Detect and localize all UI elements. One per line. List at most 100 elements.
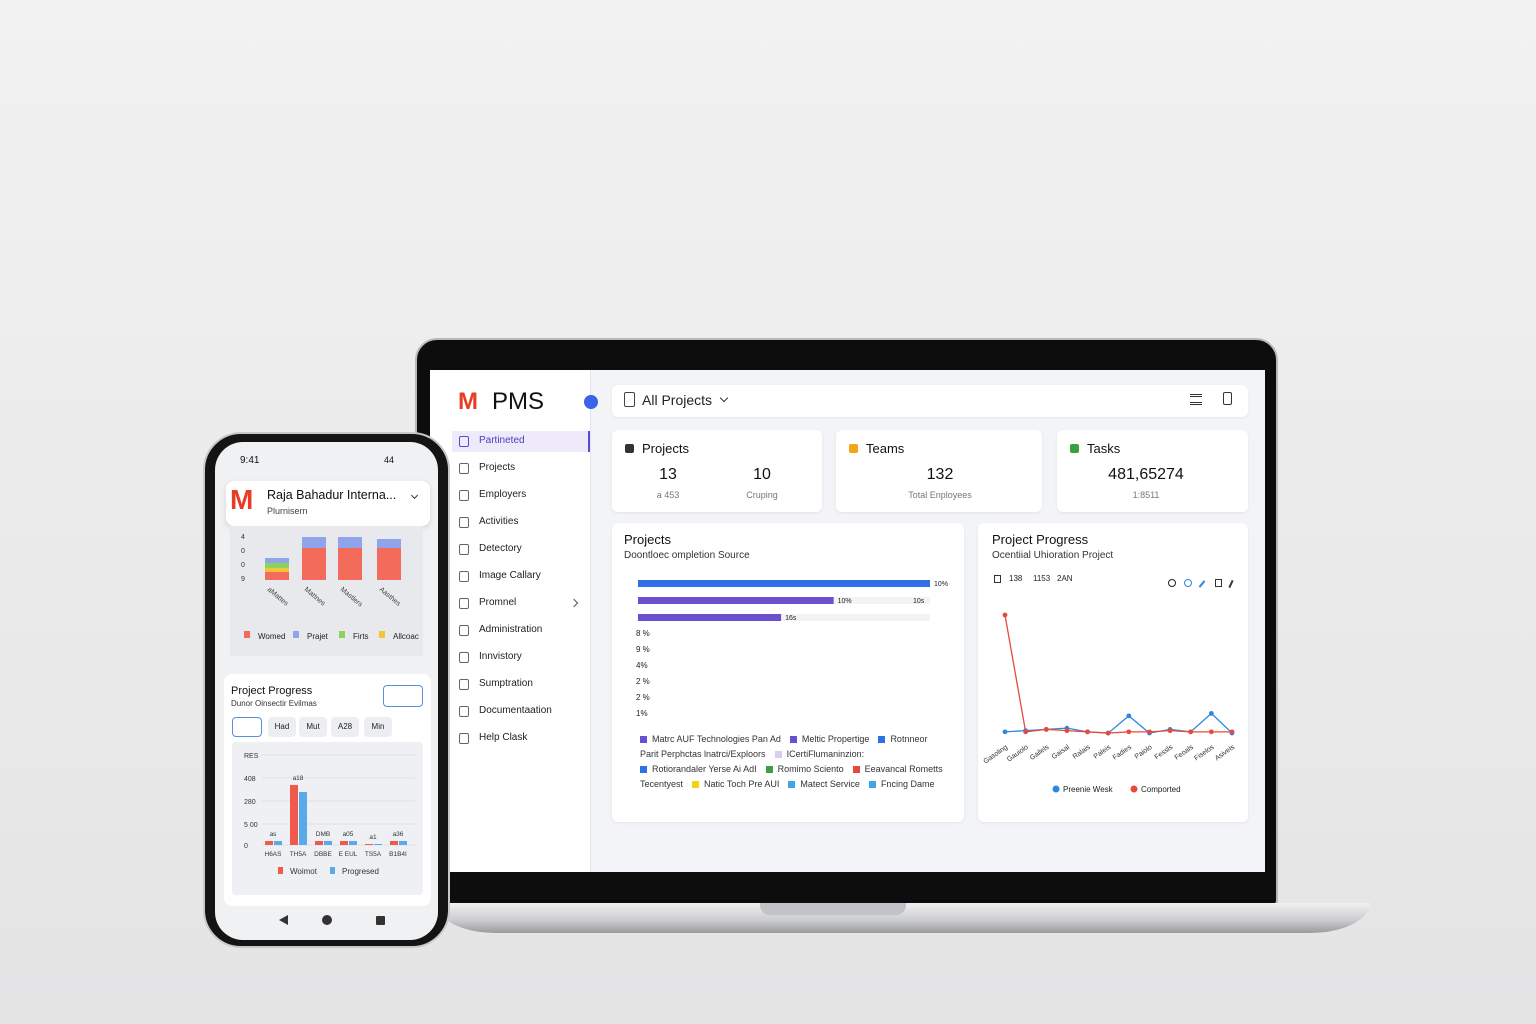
legend-swatch: [788, 780, 796, 788]
tool-circle[interactable]: [1168, 579, 1176, 587]
stat-card: [1057, 430, 1248, 512]
nav-recent[interactable]: [376, 916, 385, 925]
nav-item[interactable]: Image Callary: [479, 570, 541, 581]
panel-title: Project Progress: [992, 532, 1089, 547]
legend-label: Tecentyest: [640, 779, 684, 789]
tab[interactable]: A28: [331, 717, 359, 737]
legend-item: Parit Perphctas lnatrci/Exploors: [640, 748, 766, 760]
nav-icon: [459, 517, 469, 528]
legend-label: Matrc AUF Technologies Pan Ad: [652, 734, 781, 744]
legend-label: Eeavancal Rometts: [864, 764, 943, 774]
nav-item[interactable]: Activities: [479, 516, 519, 527]
stat-label: Total Enployees: [908, 490, 972, 500]
legend-item: Natic Toch Pre AUI: [692, 778, 779, 790]
chart-bg: [230, 526, 423, 656]
view-toggle[interactable]: [383, 685, 423, 707]
legend-label: Rotiorandaler Yerse Ai AdI: [652, 764, 757, 774]
legend-item: Tecentyest: [640, 778, 683, 790]
legend-swatch: [878, 735, 886, 743]
tab[interactable]: Had: [268, 717, 296, 737]
laptop-notch: [760, 903, 906, 915]
stat-value: 10: [753, 466, 771, 483]
nav-item[interactable]: Promnel: [479, 597, 517, 608]
nav-icon: [459, 625, 469, 636]
grid-view[interactable]: [1190, 394, 1202, 405]
nav-icon: [459, 598, 469, 609]
nav-item[interactable]: Employers: [479, 489, 527, 500]
legend-item: Romimo Sciento: [765, 763, 844, 775]
nav-item[interactable]: Detectory: [479, 543, 522, 554]
stat-value: 481,65274: [1108, 466, 1184, 483]
mini-stat: 138: [1009, 574, 1023, 583]
top-bar: [612, 385, 1248, 417]
nav-icon: [459, 436, 469, 447]
stat-value: 13: [659, 466, 677, 483]
legend-swatch: [640, 735, 647, 743]
stat-card: [612, 430, 822, 512]
header-card: [226, 481, 430, 526]
chart-bg: [232, 742, 423, 895]
panel-title: Projects: [624, 532, 671, 547]
doc-icon: [624, 392, 635, 407]
panel-view[interactable]: [1223, 392, 1232, 405]
app-name: PMS: [492, 388, 545, 415]
tab[interactable]: Mut: [299, 717, 327, 737]
project-selector[interactable]: All Projects: [642, 392, 713, 408]
sidebar: [430, 370, 591, 872]
legend-swatch: [852, 765, 860, 773]
legend-swatch: [774, 750, 782, 758]
mini-stat: 2AN: [1057, 574, 1073, 583]
stats-icon: [994, 575, 1001, 583]
user-badge[interactable]: [584, 395, 598, 409]
status-time: 9:41: [240, 455, 260, 466]
tool-export[interactable]: [1215, 579, 1222, 587]
card-icon: [1070, 444, 1079, 453]
org-name[interactable]: Raja Bahadur Interna...: [267, 488, 397, 502]
tab-icon[interactable]: [232, 717, 262, 737]
tab[interactable]: Min: [364, 717, 392, 737]
panel: [612, 523, 964, 822]
nav-item[interactable]: Projects: [479, 462, 516, 473]
card-title: Project Progress: [231, 685, 313, 697]
legend-label: Romimo Sciento: [777, 764, 844, 774]
nav-icon: [459, 652, 469, 663]
stat-label: Cruping: [746, 490, 778, 500]
mini-stat: 1153: [1033, 574, 1051, 583]
legend-label: ICertiFlumaninzion:: [786, 749, 865, 759]
legend-label: Rotnneor: [890, 734, 928, 744]
status-icons: 44: [384, 455, 395, 465]
stat-value: 132: [926, 466, 954, 483]
nav-item[interactable]: Documentaation: [479, 705, 552, 716]
legend-swatch: [640, 765, 647, 773]
nav-item[interactable]: Administration: [479, 624, 543, 635]
legend-label: Natic Toch Pre AUI: [704, 779, 780, 789]
nav-active-bg: [452, 431, 590, 452]
nav-item[interactable]: Sumptration: [479, 678, 533, 689]
panel-subtitle: Ocentiial Uhioration Project: [992, 550, 1114, 561]
nav-item[interactable]: Partineted: [479, 435, 525, 446]
stat-card: [836, 430, 1042, 512]
legend-item: Matrc AUF Technologies Pan Ad: [640, 733, 781, 745]
panel-subtitle: Doontloec ompletion Source: [624, 550, 750, 561]
legend-swatch: [765, 765, 773, 773]
legend-item: Rotiorandaler Yerse Ai AdI: [640, 763, 757, 775]
nav-back[interactable]: [270, 915, 288, 925]
nav-icon: [459, 679, 469, 690]
tool-search[interactable]: [1184, 579, 1192, 587]
stat-label: a 453: [656, 490, 680, 500]
legend-label: Fncing Dame: [880, 779, 935, 789]
legend-item: Rotnneor: [878, 733, 927, 745]
nav-item[interactable]: Help Clask: [479, 732, 528, 743]
nav-icon: [459, 733, 469, 744]
nav-home[interactable]: [322, 915, 332, 925]
nav-item[interactable]: Innvistory: [479, 651, 522, 662]
card-title: Tasks: [1087, 441, 1121, 456]
legend-item: ICertiFlumaninzion:: [774, 748, 865, 760]
legend-item: Meltic Propertige: [789, 733, 869, 745]
nav-icon: [459, 544, 469, 555]
legend-row: Rotiorandaler Yerse Ai AdI Romimo Sciento…: [640, 763, 943, 775]
legend-swatch: [789, 735, 797, 743]
legend-row: Matrc AUF Technologies Pan Ad Meltic Prop…: [640, 733, 927, 745]
org-sub: Plurnisern: [267, 506, 308, 516]
